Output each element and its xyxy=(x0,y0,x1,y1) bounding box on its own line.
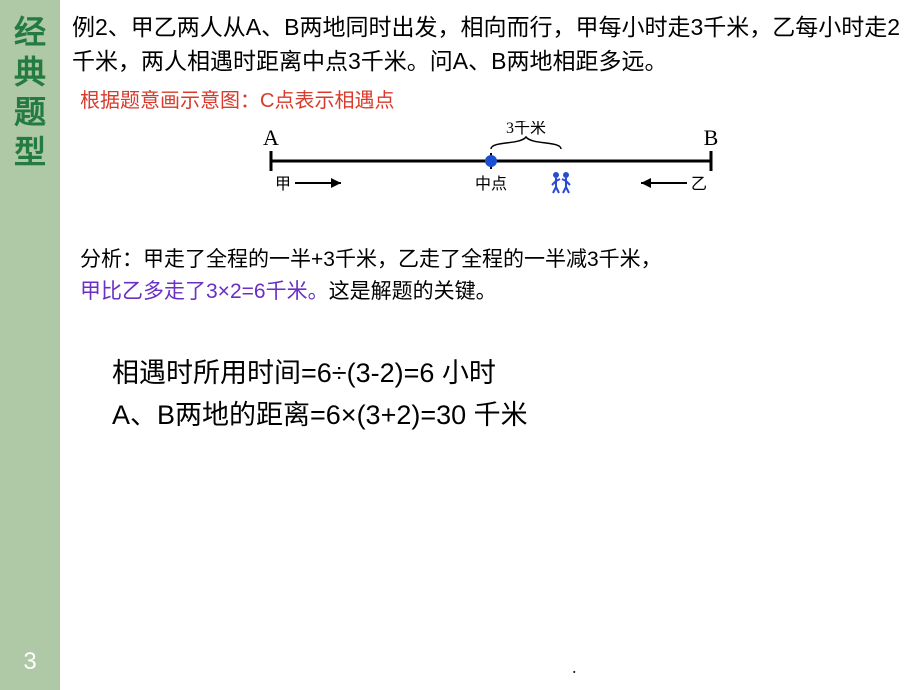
svg-text:B: B xyxy=(704,125,719,150)
analysis-key: 甲比乙多走了3×2=6千米。 xyxy=(80,280,329,303)
analysis-tail: 这是解题的关键。 xyxy=(329,280,497,303)
slide-page: 经 典 题 型 3 例2、甲乙两人从A、B两地同时出发，相向而行，甲每小时走3千… xyxy=(0,0,920,690)
sidebar: 经 典 题 型 3 xyxy=(0,0,60,690)
analysis-line1: 分析：甲走了全程的一半+3千米，乙走了全程的一半减3千米， xyxy=(80,248,662,271)
problem-text: 例2、甲乙两人从A、B两地同时出发，相向而行，甲每小时走3千米，乙每小时走2千米… xyxy=(72,10,910,78)
solution-block: 相遇时所用时间=6÷(3-2)=6 小时 A、B两地的距离=6×(3+2)=30… xyxy=(112,352,910,436)
diagram: A B 甲 乙 中点 3千米 xyxy=(231,121,751,216)
solution-line2: A、B两地的距离=6×(3+2)=30 千米 xyxy=(112,394,910,436)
page-number: 3 xyxy=(0,648,60,676)
footer-dot: . xyxy=(572,657,577,678)
svg-text:3千米: 3千米 xyxy=(506,121,546,137)
sidebar-char: 经 xyxy=(0,12,60,52)
solution-line1: 相遇时所用时间=6÷(3-2)=6 小时 xyxy=(112,352,910,394)
svg-text:甲: 甲 xyxy=(275,176,291,193)
svg-text:乙: 乙 xyxy=(691,176,707,193)
sidebar-char: 典 xyxy=(0,52,60,92)
content-area: 例2、甲乙两人从A、B两地同时出发，相向而行，甲每小时走3千米，乙每小时走2千米… xyxy=(72,10,910,436)
sidebar-title: 经 典 题 型 xyxy=(0,0,60,172)
diagram-svg: A B 甲 乙 中点 3千米 xyxy=(231,121,751,211)
sidebar-char: 型 xyxy=(0,132,60,172)
analysis-block: 分析：甲走了全程的一半+3千米，乙走了全程的一半减3千米， 甲比乙多走了3×2=… xyxy=(80,244,910,308)
svg-text:中点: 中点 xyxy=(475,175,507,193)
svg-text:A: A xyxy=(263,125,279,150)
hint-text: 根据题意画示意图：C点表示相遇点 xyxy=(80,84,910,113)
sidebar-char: 题 xyxy=(0,92,60,132)
